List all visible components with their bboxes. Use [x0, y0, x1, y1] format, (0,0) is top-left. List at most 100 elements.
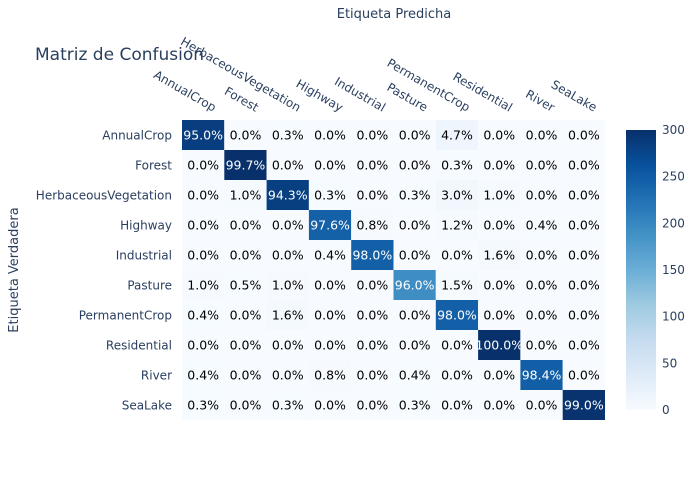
heatmap-cell — [562, 390, 605, 420]
heatmap-cell — [182, 210, 225, 240]
cell-label: 0.0% — [399, 308, 431, 323]
colorbar-ticks: 0 50 100 150 200 250 300 — [662, 123, 685, 417]
heatmap-cell — [351, 330, 394, 360]
heatmap-cell — [520, 390, 563, 420]
cell-label: 0.0% — [230, 248, 262, 263]
cell-label: 0.0% — [568, 338, 600, 353]
heatmap-cell — [224, 330, 267, 360]
cell-label: 0.0% — [526, 338, 558, 353]
heatmap-cell — [266, 270, 309, 300]
heatmap-cell — [520, 270, 563, 300]
heatmap-cell — [520, 300, 563, 330]
heatmap-cell — [351, 360, 394, 390]
heatmap-cell — [478, 330, 521, 360]
y-tick-label: River — [141, 369, 172, 383]
cell-label: 0.0% — [441, 368, 473, 383]
cell-label: 0.0% — [356, 128, 388, 143]
heatmap-cell — [351, 270, 394, 300]
cell-label: 0.0% — [356, 368, 388, 383]
heatmap-cell — [562, 210, 605, 240]
cell-label: 0.0% — [568, 248, 600, 263]
cell-label: 1.6% — [483, 248, 515, 263]
heatmap-cell — [308, 390, 352, 420]
heatmap-cells — [182, 120, 605, 420]
heatmap-cell — [393, 300, 436, 330]
heatmap-cell — [266, 240, 309, 270]
cell-label: 0.0% — [356, 188, 388, 203]
cell-label: 0.0% — [272, 368, 304, 383]
heatmap-cell — [266, 210, 309, 240]
cell-label: 0.0% — [399, 158, 431, 173]
heatmap-cell — [224, 180, 267, 210]
heatmap-cell — [520, 360, 563, 390]
cell-label: 0.0% — [356, 338, 388, 353]
cell-label: 0.0% — [272, 158, 304, 173]
heatmap-cell — [308, 360, 352, 390]
colorbar-tick-label: 100 — [662, 310, 685, 324]
cell-label: 1.0% — [272, 278, 304, 293]
cell-label: 0.0% — [187, 158, 219, 173]
cell-label: 0.0% — [187, 188, 219, 203]
cell-label: 98.4% — [522, 368, 562, 383]
cell-label: 0.0% — [441, 398, 473, 413]
y-tick-label: Pasture — [127, 279, 172, 293]
cell-label: 0.3% — [399, 188, 431, 203]
heatmap-cell — [308, 180, 352, 210]
heatmap-cell — [182, 390, 225, 420]
y-tick-label: PermanentCrop — [79, 309, 172, 323]
cell-label: 0.3% — [272, 128, 304, 143]
cell-label: 0.0% — [526, 278, 558, 293]
heatmap-cell — [308, 300, 352, 330]
heatmap-cell — [351, 240, 394, 270]
cell-label: 95.0% — [183, 128, 223, 143]
chart-title: Matriz de Confusion — [35, 45, 204, 65]
heatmap-cell — [393, 240, 436, 270]
cell-label: 0.0% — [399, 338, 431, 353]
cell-label: 97.6% — [310, 218, 350, 233]
heatmap-cell — [562, 180, 605, 210]
heatmap-cell — [562, 240, 605, 270]
heatmap-cell — [478, 150, 521, 180]
cell-label: 0.0% — [314, 128, 346, 143]
heatmap-cell — [266, 360, 309, 390]
cell-label: 0.0% — [399, 128, 431, 143]
heatmap-cell — [308, 150, 352, 180]
cell-label: 0.3% — [272, 398, 304, 413]
cell-label: 0.0% — [568, 128, 600, 143]
heatmap-cell — [478, 300, 521, 330]
cell-label: 0.0% — [483, 158, 515, 173]
heatmap-cell — [393, 330, 436, 360]
heatmap-cell — [266, 300, 309, 330]
heatmap-cell — [182, 360, 225, 390]
heatmap-cell — [266, 150, 309, 180]
heatmap-cell — [393, 150, 436, 180]
cell-label: 0.0% — [483, 278, 515, 293]
cell-label: 98.0% — [352, 248, 392, 263]
heatmap-cell — [351, 120, 394, 150]
cell-label: 0.0% — [526, 398, 558, 413]
heatmap-cell — [478, 240, 521, 270]
cell-label: 0.0% — [314, 278, 346, 293]
heatmap-cell — [266, 180, 309, 210]
cell-label: 96.0% — [395, 278, 435, 293]
cell-label: 0.0% — [356, 398, 388, 413]
heatmap-cell — [478, 210, 521, 240]
heatmap-cell — [435, 150, 479, 180]
heatmap-cell — [308, 270, 352, 300]
heatmap-cell — [182, 150, 225, 180]
heatmap-cell — [351, 390, 394, 420]
cell-label: 0.0% — [568, 158, 600, 173]
y-tick-label: Residential — [106, 339, 172, 353]
cell-label: 0.0% — [483, 368, 515, 383]
x-tick-label: AnnualCrop — [151, 68, 218, 115]
heatmap-cell-labels: 95.0% 0.0% 0.3% 0.0% 0.0% 0.0% 4.7% 0.0% 0.0% 0.0… — [183, 128, 604, 413]
cell-label: 0.3% — [399, 398, 431, 413]
cell-label: 0.0% — [483, 128, 515, 143]
heatmap-cell — [562, 330, 605, 360]
heatmap-cell — [435, 180, 479, 210]
y-axis-title: Etiqueta Verdadera — [7, 207, 22, 332]
heatmap-cell — [478, 270, 521, 300]
cell-label: 0.0% — [526, 188, 558, 203]
cell-label: 0.0% — [314, 158, 346, 173]
